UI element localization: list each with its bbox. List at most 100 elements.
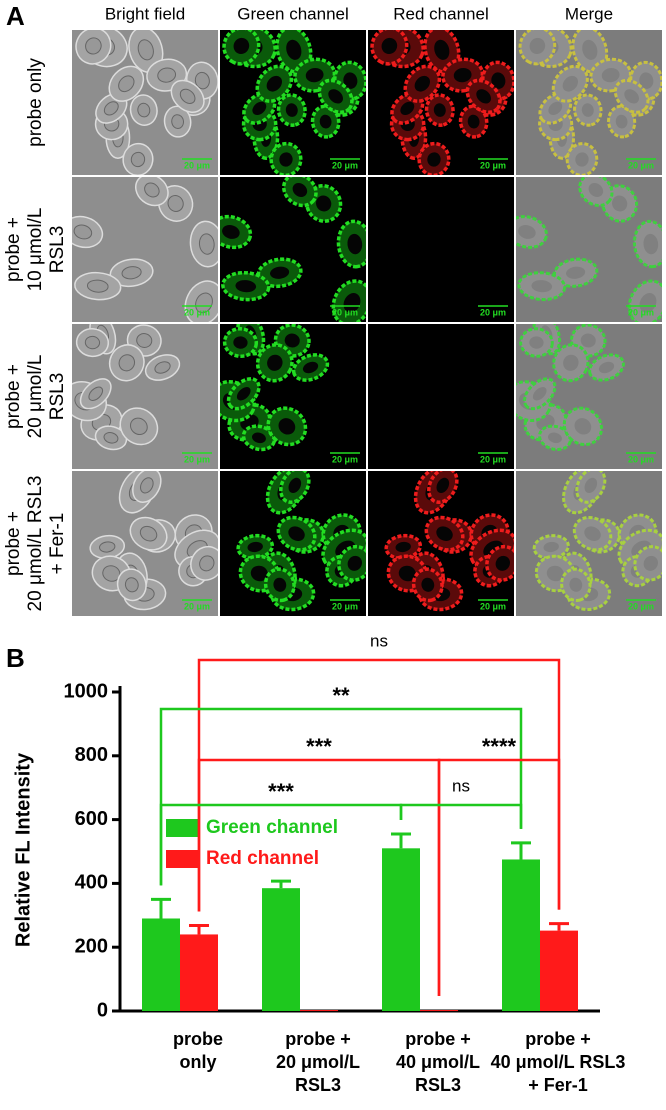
nucleus [236,387,251,401]
nucleus [347,233,363,255]
nucleus [643,233,659,255]
nucleus [137,102,151,118]
bar [180,934,218,1011]
nucleus [247,541,263,553]
nucleus [598,361,615,374]
significance-label: **** [482,734,517,759]
nucleus [252,432,266,444]
bar [502,859,540,1011]
nucleus [566,266,586,279]
y-tick-label: 400 [75,872,108,894]
micrograph [220,30,366,175]
nucleus [267,354,283,371]
nucleus [569,577,583,592]
nucleus [421,577,435,592]
scale-bar-label: 20 μm [480,601,506,611]
nucleus [286,39,302,60]
nucleus [198,233,215,255]
nucleus [434,39,450,60]
nucleus [121,266,142,280]
row-label: probe + [3,511,24,576]
nucleus [139,525,158,542]
row-label: RSL3 [47,226,68,274]
micrograph [516,324,662,469]
nucleus [194,71,210,90]
x-tick-label: RSL3 [295,1075,341,1095]
x-tick-label: 40 μmol/L RSL3 [491,1052,626,1072]
nucleus [266,75,282,92]
micrograph [368,177,514,322]
scale-bar-label: 20 μm [332,601,358,611]
nucleus [436,526,453,541]
nucleus [400,101,415,115]
column-header: Bright field [105,4,185,23]
nucleus [85,37,102,55]
micrograph [516,30,662,175]
scale-bar-label: 20 μm [628,601,654,611]
micrograph [368,471,514,616]
nucleus [305,67,324,83]
nucleus [118,354,136,372]
nucleus [601,67,620,83]
significance-label: ** [332,683,350,708]
nucleus [548,101,563,115]
bar [382,848,420,1011]
nucleus [543,541,559,553]
scale-bar-label: 20 μm [332,454,358,464]
significance-bracket [399,803,523,829]
significance-label: *** [306,734,332,759]
nucleus [612,195,628,212]
scale-bar-label: 20 μm [480,160,506,170]
nucleus [167,195,184,212]
bar [540,930,578,1011]
micrograph [72,177,218,322]
image-background [368,177,514,322]
scale-bar-label: 20 μm [332,307,358,317]
nucleus [130,417,148,436]
micrograph [220,177,366,322]
micrograph [516,471,662,616]
nucleus [278,418,296,435]
y-tick-label: 1000 [64,680,109,702]
nucleus [584,477,598,493]
nucleus [582,39,598,60]
nucleus [529,336,544,349]
nucleus [199,555,215,572]
nucleus [580,333,596,348]
scale-bar-label: 20 μm [332,160,358,170]
scale-bar-label: 20 μm [184,160,210,170]
nucleus [252,101,267,115]
error-bar [151,897,171,919]
nucleus [99,541,116,553]
nucleus [395,541,411,553]
legend-label: Green channel [206,817,338,838]
micrograph [220,471,366,616]
nucleus [476,89,491,104]
scale-bar-label: 20 μm [628,307,654,317]
nucleus [124,577,139,593]
nucleus [144,182,160,198]
x-tick-label: 20 μmol/L [276,1052,360,1072]
nucleus [285,103,298,117]
y-tick-label: 200 [75,935,108,957]
nucleus [103,101,119,116]
nucleus [130,151,146,168]
micrograph [72,471,218,616]
scale-bar-label: 20 μm [628,160,654,170]
micrograph [368,30,514,175]
y-tick-label: 0 [97,999,108,1021]
nucleus [88,386,104,401]
nucleus [643,555,658,571]
nucleus [436,477,450,493]
scale-bar-label: 20 μm [480,454,506,464]
x-tick-label: RSL3 [415,1075,461,1095]
nucleus [584,526,601,541]
nucleus [343,293,361,313]
nucleus [288,526,305,541]
nucleus [86,279,109,293]
nucleus [316,195,332,212]
nucleus [292,183,308,197]
nucleus [639,293,657,313]
nucleus [529,37,546,55]
nucleus [563,354,579,371]
